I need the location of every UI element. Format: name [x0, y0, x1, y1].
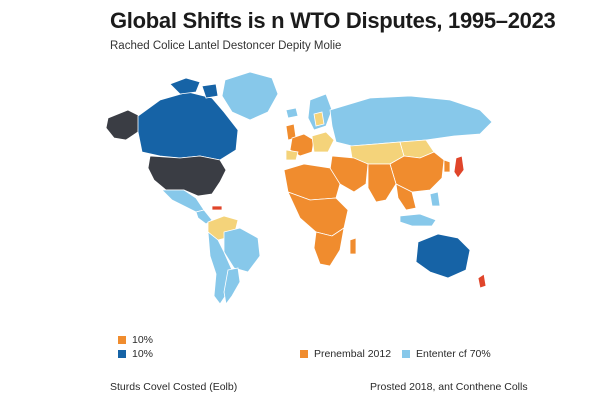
region-norway-sweden — [313, 111, 325, 127]
region-korea — [443, 159, 451, 173]
region-argentina — [223, 267, 241, 305]
legend-item-1: 10% — [118, 334, 153, 346]
region-new-zealand — [477, 273, 487, 289]
region-greenland — [221, 71, 279, 121]
region-iceland — [285, 107, 299, 119]
region-arctic-islands-2 — [201, 83, 219, 99]
region-russia — [329, 95, 493, 147]
region-arctic-islands — [169, 77, 201, 95]
legend-label-2: 10% — [132, 348, 154, 360]
legend-swatch-1 — [118, 336, 126, 344]
region-southeast-asia — [395, 183, 417, 211]
map-subtitle: Rached Colice Lantel Destoncer Depity Mo… — [110, 40, 342, 52]
legend-swatch-3 — [300, 350, 308, 358]
legend-label-3: Prenembal 2012 — [314, 348, 392, 360]
region-japan — [453, 155, 465, 179]
region-brazil — [223, 227, 261, 273]
region-africa-south — [313, 227, 345, 267]
region-philippines — [429, 191, 441, 207]
legend-label-4: Ententer cf 70% — [416, 348, 491, 360]
region-alaska — [105, 109, 141, 141]
region-australia — [415, 233, 471, 279]
legend-swatch-2 — [118, 350, 126, 358]
region-usa — [147, 155, 227, 197]
region-indonesia — [399, 213, 437, 227]
region-canada — [137, 91, 239, 161]
legend-item-2: 10% — [118, 348, 153, 360]
region-western-europe — [289, 133, 315, 157]
map-title: Global Shifts is n WTO Disputes, 1995–20… — [110, 8, 556, 33]
footer-right: Prosted 2018, ant Conthene Colls — [370, 381, 528, 393]
region-central-europe — [311, 131, 335, 153]
footer-left: Sturds Covel Costed (Eolb) — [110, 381, 238, 393]
world-map — [105, 71, 493, 305]
legend-item-4: Ententer cf 70% — [402, 348, 491, 360]
region-scandinavia — [307, 93, 333, 131]
legend-swatch-4 — [402, 350, 410, 358]
region-india — [367, 163, 397, 203]
legend-label-1: 10% — [132, 334, 154, 346]
legend-item-3: Prenembal 2012 — [300, 348, 391, 360]
region-iberia — [285, 149, 299, 161]
region-madagascar — [349, 237, 357, 255]
region-caribbean — [211, 205, 223, 211]
